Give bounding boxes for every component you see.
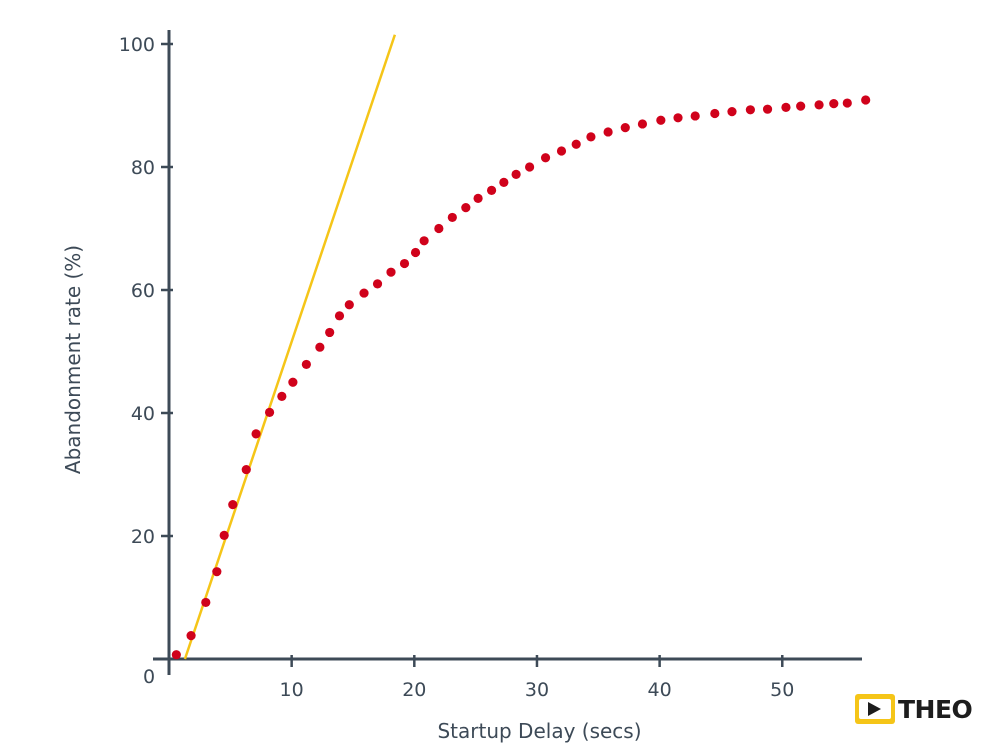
data-point xyxy=(219,530,229,540)
y-tick-label: 60 xyxy=(131,280,155,302)
x-tick-label: 40 xyxy=(648,679,672,701)
y-tick-label: 40 xyxy=(131,403,155,425)
ticks: 20 40 60 80 100 10 20 30 40 50 xyxy=(119,34,795,701)
data-point xyxy=(410,247,421,258)
data-point xyxy=(745,105,755,115)
data-point xyxy=(656,115,666,125)
x-axis-title: Startup Delay (secs) xyxy=(437,719,641,743)
origin-label: 0 xyxy=(143,666,155,688)
theo-logo: THEO xyxy=(855,693,973,725)
data-point xyxy=(690,111,700,121)
data-point xyxy=(762,104,773,114)
data-point xyxy=(814,100,824,110)
data-point xyxy=(861,95,871,105)
data-point xyxy=(386,267,396,277)
data-point xyxy=(315,342,325,352)
y-axis-title: Abandonment rate (%) xyxy=(61,245,85,474)
data-point xyxy=(796,101,806,111)
y-tick-label: 20 xyxy=(131,526,155,548)
data-point xyxy=(511,169,521,179)
y-tick-label: 100 xyxy=(119,34,155,56)
data-point xyxy=(434,223,444,234)
data-point xyxy=(359,288,369,298)
data-point xyxy=(301,359,311,370)
x-tick-label: 50 xyxy=(770,679,794,701)
trend-line xyxy=(183,34,397,660)
data-point xyxy=(586,132,596,142)
data-point xyxy=(571,139,581,149)
data-point xyxy=(556,146,567,156)
data-point xyxy=(228,500,238,510)
data-point xyxy=(673,113,683,123)
data-point xyxy=(486,185,497,195)
data-point xyxy=(540,153,551,163)
x-tick-label: 20 xyxy=(402,679,426,701)
data-point xyxy=(212,567,222,577)
play-logo-icon xyxy=(855,694,895,724)
data-point xyxy=(288,377,298,387)
data-point xyxy=(829,99,839,109)
data-point xyxy=(171,650,181,660)
data-point xyxy=(419,236,429,246)
x-tick-label: 30 xyxy=(525,679,549,701)
logo-text: THEO xyxy=(898,694,973,724)
data-point xyxy=(727,107,737,117)
data-point xyxy=(620,123,630,133)
data-point xyxy=(251,429,261,439)
data-point xyxy=(842,98,852,108)
data-point xyxy=(277,391,287,401)
data-point xyxy=(372,279,383,289)
data-point xyxy=(201,597,211,608)
data-point xyxy=(603,127,613,137)
data-point xyxy=(241,464,251,475)
data-point xyxy=(264,407,275,417)
data-point xyxy=(637,119,648,129)
y-tick-label: 80 xyxy=(131,157,155,179)
data-point xyxy=(399,258,410,269)
data-point xyxy=(334,311,345,321)
axes xyxy=(153,30,862,675)
data-point xyxy=(525,162,535,172)
data-point xyxy=(461,202,471,213)
data-point xyxy=(499,177,509,187)
data-point xyxy=(186,631,196,641)
data-point xyxy=(781,102,791,112)
series xyxy=(171,34,871,660)
data-point xyxy=(344,300,354,310)
data-point xyxy=(473,193,483,203)
data-point xyxy=(447,212,457,223)
x-tick-label: 10 xyxy=(280,679,304,701)
data-point xyxy=(710,108,720,119)
data-point xyxy=(325,327,335,338)
